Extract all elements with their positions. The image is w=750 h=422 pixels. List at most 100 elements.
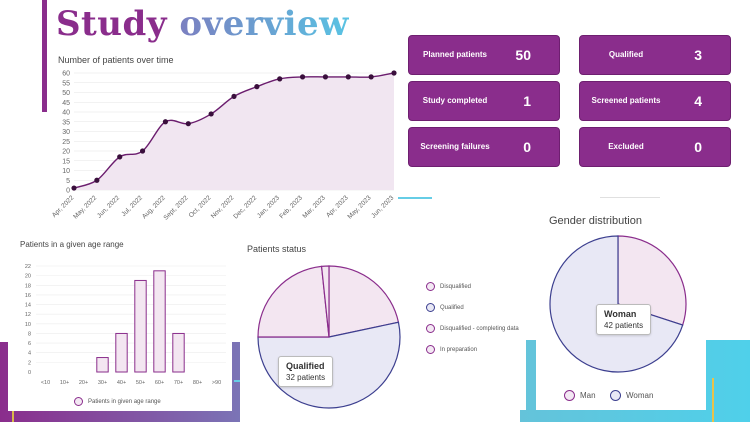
pie-slice xyxy=(328,265,400,338)
legend-swatch xyxy=(74,397,83,406)
age-range-legend[interactable]: Patients in given age range xyxy=(74,397,161,406)
kpi-label: Planned patients xyxy=(422,50,487,59)
pie-slice xyxy=(617,235,687,326)
data-point xyxy=(71,185,77,191)
page-title-word1: Study xyxy=(56,4,168,44)
y-tick-label: 40 xyxy=(62,110,70,117)
kpi-excluded[interactable]: Excluded 0 xyxy=(579,127,731,167)
x-tick-label: 30+ xyxy=(98,380,107,386)
kpi-label: Qualified xyxy=(608,50,644,59)
y-tick-label: 16 xyxy=(25,293,31,299)
x-tick-label: 40+ xyxy=(117,380,126,386)
x-tick-label: 60+ xyxy=(155,380,164,386)
data-point xyxy=(391,70,397,76)
bar xyxy=(153,270,166,373)
y-tick-label: 22 xyxy=(25,264,31,270)
status-legend-disqualified[interactable]: Disqualified xyxy=(426,282,471,291)
tooltip-title: Woman xyxy=(604,309,637,319)
gender-pie xyxy=(549,235,687,373)
status-legend-qualified[interactable]: Qualified xyxy=(426,303,464,312)
kpi-value: 1 xyxy=(523,93,531,109)
x-tick-label: Dec, 2022 xyxy=(232,194,258,220)
data-point xyxy=(345,74,351,80)
kpi-value: 4 xyxy=(694,93,702,109)
accent-line-vertical xyxy=(712,378,714,422)
patients-over-time-title: Number of patients over time xyxy=(58,55,174,65)
tooltip-title: Qualified xyxy=(286,361,325,371)
x-tick-label: <10 xyxy=(41,380,50,386)
kpi-value: 3 xyxy=(694,47,702,63)
age-range-panel xyxy=(8,236,232,411)
y-tick-label: 50 xyxy=(62,90,70,97)
y-tick-label: 55 xyxy=(62,80,70,87)
y-tick-label: 35 xyxy=(62,119,70,126)
legend-label: Man xyxy=(580,391,596,400)
kpi-screened-patients[interactable]: Screened patients 4 xyxy=(579,81,731,121)
bar xyxy=(96,357,109,373)
y-tick-label: 10 xyxy=(62,168,70,175)
y-tick-label: 0 xyxy=(66,188,70,195)
data-point xyxy=(185,121,191,127)
legend-label: Disqualified xyxy=(440,283,472,290)
data-point xyxy=(208,111,214,117)
y-tick-label: 10 xyxy=(25,322,31,328)
legend-swatch xyxy=(426,345,435,354)
pie-slice xyxy=(257,265,330,338)
tooltip-value: 32 patients xyxy=(286,373,326,382)
status-tooltip: Qualified 32 patients xyxy=(278,356,334,387)
x-tick-label: 50+ xyxy=(136,380,145,386)
legend-label: Disqualified - completing data xyxy=(440,325,519,332)
y-tick-label: 18 xyxy=(25,283,31,289)
kpi-value: 50 xyxy=(515,47,531,63)
accent-line xyxy=(234,380,242,382)
y-tick-label: 20 xyxy=(62,149,70,156)
data-point xyxy=(368,74,374,80)
y-tick-label: 45 xyxy=(62,100,70,107)
y-tick-label: 4 xyxy=(28,351,31,357)
data-point xyxy=(322,74,329,80)
kpi-value: 0 xyxy=(523,139,531,155)
kpi-label: Study completed xyxy=(422,96,488,105)
kpi-label: Screened patients xyxy=(591,96,661,105)
data-point xyxy=(162,119,169,125)
gender-legend-woman[interactable]: Woman xyxy=(610,390,653,401)
x-tick-label: Sept, 2022 xyxy=(163,194,190,221)
page-title-word2: overview xyxy=(179,4,349,44)
y-tick-label: 8 xyxy=(28,331,31,337)
legend-swatch xyxy=(426,303,435,312)
kpi-planned-patients[interactable]: Planned patients 50 xyxy=(408,35,560,75)
data-point xyxy=(94,177,100,183)
patients-status-pie xyxy=(257,265,401,409)
y-tick-label: 20 xyxy=(25,274,31,280)
data-point xyxy=(254,84,260,90)
age-range-title: Patients in a given age range xyxy=(20,240,124,249)
gender-legend-man[interactable]: Man xyxy=(564,390,596,401)
y-tick-label: 2 xyxy=(28,360,31,366)
kpi-screening-failures[interactable]: Screening failures 0 xyxy=(408,127,560,167)
legend-label: Woman xyxy=(626,391,654,400)
bar xyxy=(172,332,185,373)
kpi-qualified[interactable]: Qualified 3 xyxy=(579,35,731,75)
divider-line xyxy=(600,197,660,198)
y-tick-label: 25 xyxy=(62,139,70,146)
y-tick-label: 6 xyxy=(28,341,31,347)
gender-title: Gender distribution xyxy=(549,215,642,227)
y-tick-label: 30 xyxy=(62,129,70,136)
legend-swatch xyxy=(610,390,621,401)
data-point xyxy=(231,93,237,99)
data-point xyxy=(139,148,146,154)
status-legend-disqualified-completing[interactable]: Disqualified - completing data xyxy=(426,324,519,333)
legend-label: In preparation xyxy=(440,346,478,353)
y-tick-label: 15 xyxy=(62,158,70,165)
status-legend-in-preparation[interactable]: In preparation xyxy=(426,345,477,354)
kpi-study-completed[interactable]: Study completed 1 xyxy=(408,81,560,121)
x-tick-label: 20+ xyxy=(79,380,88,386)
legend-label: Qualified xyxy=(440,304,464,311)
x-tick-label: 80+ xyxy=(193,380,202,386)
area-fill xyxy=(74,73,394,190)
x-tick-label: >90 xyxy=(212,380,221,386)
x-tick-label: Feb, 2023 xyxy=(278,194,304,220)
legend-label: Patients in given age range xyxy=(88,398,161,405)
legend-swatch xyxy=(426,324,435,333)
y-tick-label: 60 xyxy=(62,71,70,78)
